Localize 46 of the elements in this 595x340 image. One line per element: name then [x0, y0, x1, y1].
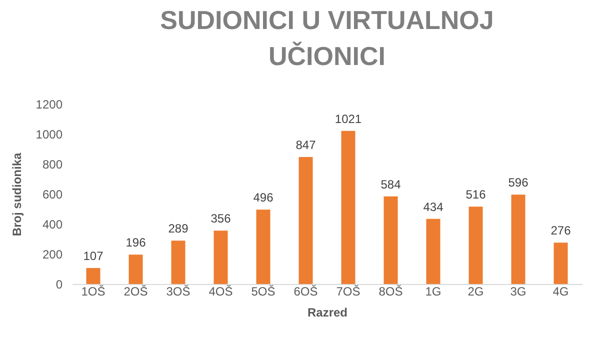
data-label: 196	[126, 236, 146, 250]
bar	[341, 130, 356, 284]
bar	[171, 240, 186, 284]
x-tick-label: 2OŠ	[124, 284, 148, 298]
data-label: 107	[83, 248, 104, 263]
bar	[384, 196, 398, 284]
y-tick-label: 0	[56, 278, 63, 292]
bar	[214, 230, 228, 284]
x-axis-title: Razred	[307, 306, 348, 320]
x-tick-label: 1G	[425, 284, 442, 298]
bar	[511, 194, 526, 284]
y-tick-label: 400	[42, 218, 63, 232]
y-tick-label: 200	[42, 248, 63, 262]
x-tick-label: 5OŠ	[251, 284, 276, 298]
x-tick-label: 3OŠ	[166, 284, 190, 298]
y-tick-label: 1000	[36, 128, 63, 142]
bar	[86, 268, 100, 284]
y-tick-label: 600	[42, 188, 63, 202]
data-label: 596	[508, 176, 529, 190]
bar	[256, 210, 270, 284]
bar	[298, 156, 313, 284]
bar	[128, 254, 143, 284]
y-tick-label: 800	[42, 158, 63, 172]
x-tick-label: 1OŠ	[81, 284, 106, 298]
data-label: 356	[210, 212, 232, 226]
x-tick-label: 3G	[510, 284, 526, 298]
chart-title: SUDIONICI U VIRTUALNOJ UČIONICI	[160, 5, 494, 71]
y-tick-label: 1200	[36, 98, 63, 112]
data-label: 847	[296, 138, 316, 152]
data-label: 1021	[334, 112, 362, 126]
data-label: 289	[168, 222, 189, 236]
bar	[554, 242, 568, 284]
x-tick-label: 4G	[552, 284, 569, 298]
y-axis-title: Broj sudionika	[10, 152, 24, 236]
x-tick-label: 4OŠ	[208, 284, 233, 298]
bar	[468, 206, 483, 284]
data-label: 276	[550, 224, 572, 238]
x-tick-label: 6OŠ	[294, 284, 318, 298]
x-tick-label: 8OŠ	[378, 284, 403, 298]
data-label: 516	[466, 188, 486, 202]
data-label: 434	[423, 200, 444, 214]
data-label: 584	[380, 177, 402, 192]
data-label: 496	[253, 190, 274, 205]
bar	[426, 218, 440, 284]
x-tick-label: 7OŠ	[336, 284, 360, 298]
x-tick-label: 2G	[468, 284, 484, 298]
